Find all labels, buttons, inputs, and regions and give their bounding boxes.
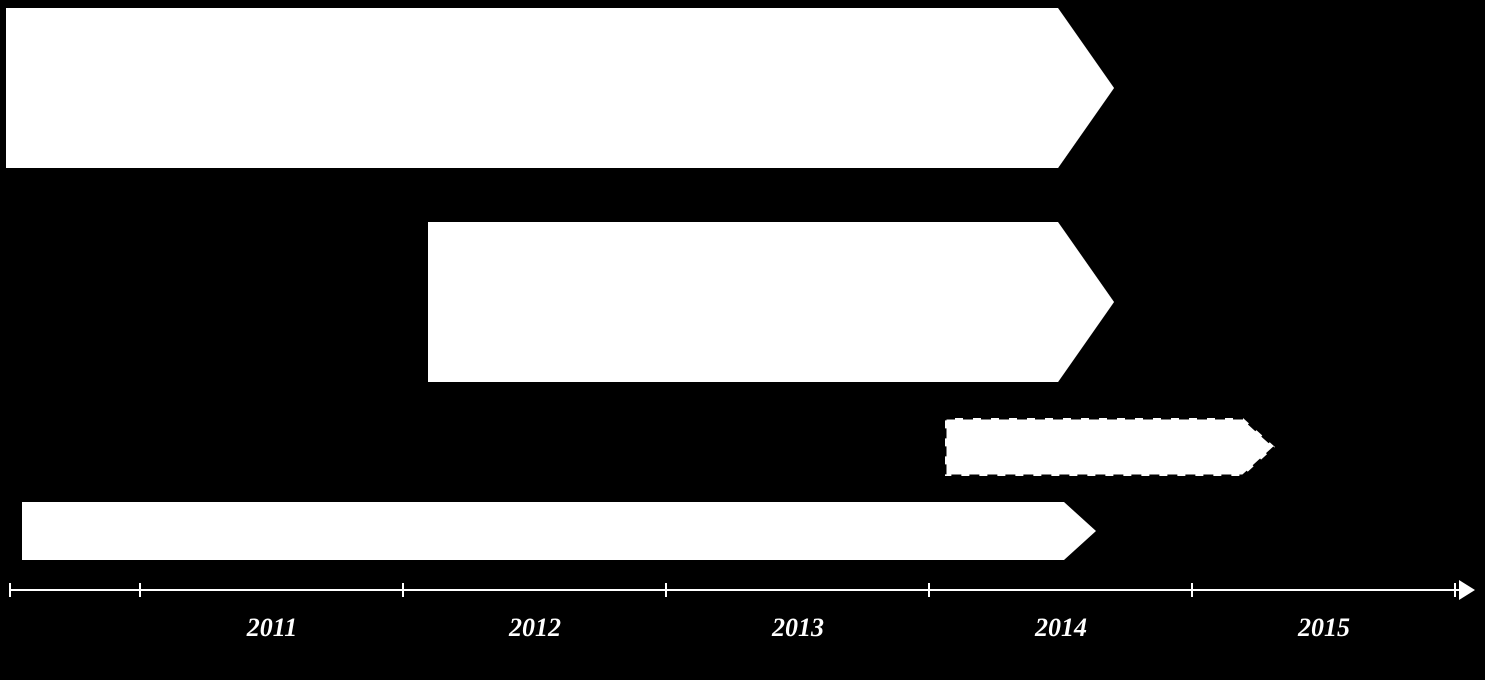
axis-arrowhead xyxy=(1459,580,1475,600)
bars-layer xyxy=(6,8,1275,560)
axis-label: 2011 xyxy=(246,613,298,642)
axis-label: 2015 xyxy=(1297,613,1350,642)
bar-1 xyxy=(6,8,1114,168)
bar-3-dashed xyxy=(945,418,1275,476)
bar-4 xyxy=(22,502,1096,560)
axis-label: 2013 xyxy=(771,613,824,642)
axis-layer: 2011 2012 2013 2014 2015 xyxy=(10,580,1475,642)
axis-label: 2012 xyxy=(508,613,561,642)
axis-label: 2014 xyxy=(1034,613,1087,642)
timeline-diagram: 2011 2012 2013 2014 2015 xyxy=(0,0,1485,680)
bar-2 xyxy=(428,222,1114,382)
